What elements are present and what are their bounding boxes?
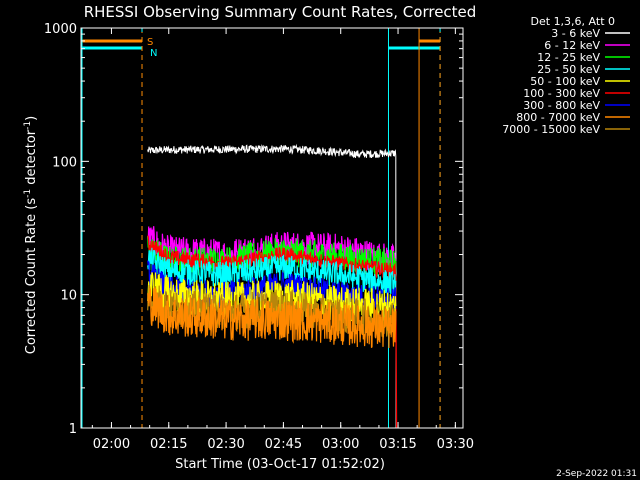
x-tick-label-0: 02:00 [93, 437, 130, 452]
series-layer [147, 143, 398, 429]
flag-layer: SN [81, 28, 441, 428]
series-line-0 [147, 143, 397, 429]
y-tick-label-0: 1 [69, 422, 77, 437]
y-tick-label-3: 1000 [44, 22, 77, 37]
series-line-6 [147, 260, 397, 314]
y-axis: 1 10 100 1000 [44, 22, 463, 437]
x-tick-label-1: 02:15 [150, 437, 187, 452]
y-axis-label-sup1: -1 [23, 189, 33, 198]
x-tick-label-4: 03:00 [322, 437, 359, 452]
legend-title: Det 1,3,6, Att 0 [531, 15, 615, 28]
legend-label-4: 50 - 100 keV [530, 75, 600, 88]
legend-label-5: 100 - 300 keV [523, 87, 600, 100]
series-line-7 [147, 287, 397, 349]
y-axis-label-sup2: -1 [23, 121, 33, 130]
series-line-3 [147, 247, 397, 298]
legend-label-6: 300 - 800 keV [523, 99, 600, 112]
y-axis-label-end: ) [24, 116, 39, 121]
series-line-5 [147, 235, 398, 429]
legend-label-7: 800 - 7000 keV [516, 111, 600, 124]
x-axis-label: Start Time (03-Oct-17 01:52:02) [175, 457, 385, 472]
y-axis-label-mid: detector [24, 129, 39, 189]
x-tick-label-5: 03:15 [379, 437, 416, 452]
y-tick-label-2: 100 [52, 155, 77, 170]
x-tick-label-3: 02:45 [265, 437, 302, 452]
saa-flag-label: S [147, 37, 153, 48]
y-tick-label-1: 10 [60, 289, 77, 304]
x-tick-label-6: 03:30 [437, 437, 474, 452]
footer-date: 2-Sep-2022 01:31 [556, 469, 637, 479]
plot-area-frame [80, 27, 464, 429]
legend-label-3: 25 - 50 keV [537, 63, 600, 76]
y-axis-label-text: Corrected Count Rate (s [24, 198, 39, 355]
legend-label-1: 6 - 12 keV [544, 39, 600, 52]
legend-label-8: 7000 - 15000 keV [502, 123, 600, 136]
x-tick-label-2: 02:30 [207, 437, 244, 452]
y-axis-label: Corrected Count Rate (s-1 detector-1) [23, 116, 39, 354]
x-axis: 02:00 02:15 02:30 02:45 03:00 03:15 03:30 [91, 28, 474, 452]
legend-label-2: 12 - 25 keV [537, 51, 600, 64]
chart-title: RHESSI Observing Summary Count Rates, Co… [84, 3, 477, 21]
night-flag-label: N [150, 48, 157, 59]
legend-label-0: 3 - 6 keV [551, 27, 600, 40]
